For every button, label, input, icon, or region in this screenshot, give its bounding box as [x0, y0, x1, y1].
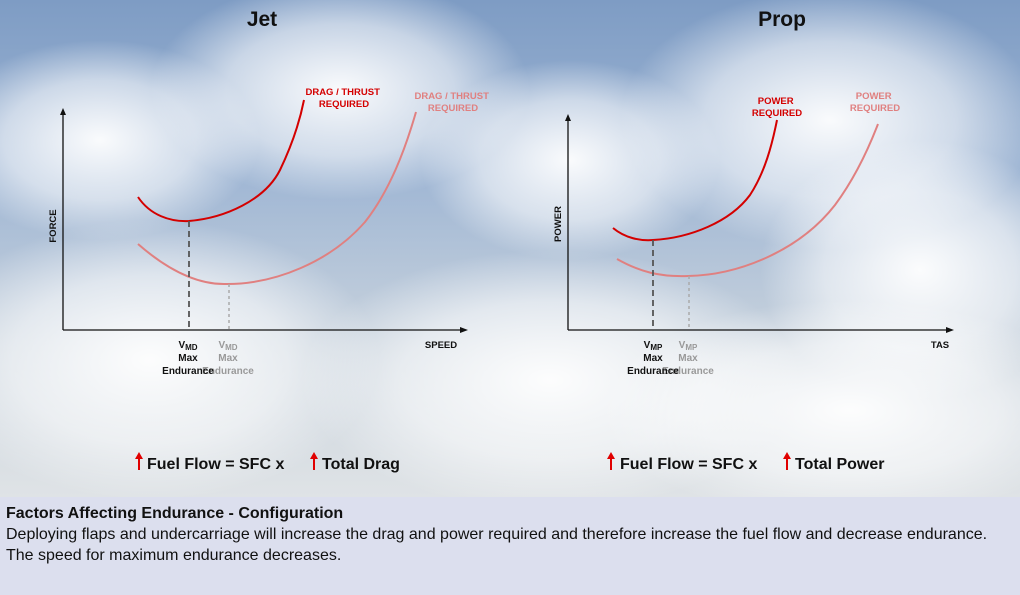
svg-text:VMP: VMP — [644, 340, 663, 352]
svg-text:Total Power: Total Power — [795, 456, 885, 473]
increase-arrow-icon — [783, 452, 791, 470]
jet-x-axis-label: SPEED — [425, 340, 457, 351]
svg-text:Endurance: Endurance — [627, 366, 679, 377]
jet-curve-label-clean: DRAG / THRUST REQUIRED — [305, 87, 382, 110]
svg-text:Endurance: Endurance — [162, 366, 214, 377]
caption-panel: Factors Affecting Endurance - Configurat… — [0, 497, 1020, 595]
prop-vmp-dark-label: VMP Max Endurance — [627, 340, 679, 377]
caption-line-2: The speed for maximum endurance decrease… — [6, 547, 342, 564]
svg-text:VMD: VMD — [178, 340, 197, 352]
prop-vmp-light-label: VMP Max Endurance — [662, 340, 714, 377]
prop-x-axis-label: TAS — [931, 340, 949, 351]
svg-text:Total Drag: Total Drag — [322, 456, 400, 473]
sky-background — [0, 0, 1020, 497]
jet-vmd-light-label: VMD Max Endurance — [202, 340, 254, 377]
svg-text:Max: Max — [218, 353, 238, 364]
svg-text:VMD: VMD — [218, 340, 237, 352]
svg-text:VMP: VMP — [679, 340, 698, 352]
prop-y-axis-label: POWER — [553, 206, 564, 242]
prop-title: Prop — [758, 8, 806, 31]
svg-text:Max: Max — [178, 353, 198, 364]
jet-drag-curve-clean — [137, 99, 305, 223]
caption-line-1: Deploying flaps and undercarriage will i… — [6, 526, 988, 543]
caption-title: Factors Affecting Endurance - Configurat… — [6, 505, 344, 522]
prop-power-curve-clean — [612, 119, 778, 242]
jet-title: Jet — [247, 8, 277, 31]
svg-text:Endurance: Endurance — [202, 366, 254, 377]
jet-vmd-dark-label: VMD Max Endurance — [162, 340, 214, 377]
increase-arrow-icon — [310, 452, 318, 470]
svg-text:Max: Max — [678, 353, 698, 364]
jet-y-axis-arrow — [60, 108, 66, 115]
prop-power-curve-configured — [616, 123, 879, 278]
svg-text:Fuel Flow = SFC x: Fuel Flow = SFC x — [147, 456, 284, 473]
jet-drag-curve-configured — [137, 111, 417, 286]
prop-curve-label-configured: POWER REQUIRED — [850, 91, 900, 114]
prop-y-axis-arrow — [565, 114, 571, 121]
svg-text:Endurance: Endurance — [662, 366, 714, 377]
svg-text:Max: Max — [643, 353, 663, 364]
jet-curve-label-configured: DRAG / THRUST REQUIRED — [414, 91, 491, 114]
prop-x-axis-arrow — [946, 327, 954, 333]
increase-arrow-icon — [135, 452, 143, 470]
prop-formula: Fuel Flow = SFC x Total Power — [607, 452, 885, 473]
endurance-diagram: Jet FORCE SPEED DRAG / THRUST REQUIRED D… — [48, 8, 954, 473]
jet-y-axis-label: FORCE — [48, 209, 59, 242]
prop-curve-label-clean: POWER REQUIRED — [752, 96, 802, 119]
jet-x-axis-arrow — [460, 327, 468, 333]
increase-arrow-icon — [607, 452, 615, 470]
jet-formula: Fuel Flow = SFC x Total Drag — [135, 452, 400, 473]
svg-text:Fuel Flow = SFC x: Fuel Flow = SFC x — [620, 456, 757, 473]
